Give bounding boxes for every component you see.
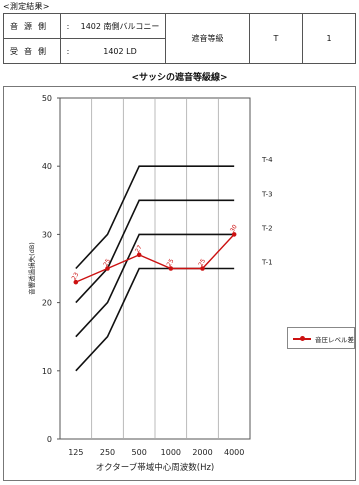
x-tick-label: 2000	[192, 448, 212, 457]
series-point	[231, 232, 237, 237]
x-tick-label: 250	[100, 448, 115, 457]
data-label: 23	[71, 271, 81, 281]
reference-line-label: T-1	[261, 259, 273, 267]
x-tick-label: 125	[68, 448, 83, 457]
y-tick-label: 10	[42, 367, 52, 376]
reference-line-t-1	[75, 267, 235, 372]
y-tick-label: 40	[42, 162, 52, 171]
source-side-label: 音源側	[3, 13, 61, 39]
series-point	[168, 266, 174, 271]
chart-frame: 0 10 20 30 40 50 125 250 500 1000 2000 4000 オクターブ帯域中…	[3, 86, 356, 481]
x-tick-label: 1000	[161, 448, 181, 457]
table-row: 音源側 : 1402 南側バルコニー 遮音等級 T 1	[3, 13, 356, 64]
measurement-result-table: 音源側 : 1402 南側バルコニー 遮音等級 T 1 受音側 : 1402 L…	[3, 13, 356, 64]
chart-plot: 0 10 20 30 40 50 125 250 500 1000 2000 4000 オクターブ帯域中…	[27, 94, 273, 473]
y-tick-label: 20	[42, 299, 52, 308]
series-line	[75, 233, 235, 283]
receiver-side-colon: :	[60, 38, 75, 64]
x-axis-title: オクターブ帯域中心周波数(Hz)	[96, 462, 214, 473]
legend-label: 音圧レベル差	[315, 336, 354, 344]
chart-legend: 音圧レベル差	[287, 327, 355, 349]
receiver-side-label: 受音側	[3, 38, 61, 64]
table-row: 受音側 : 1402 LD	[3, 38, 356, 64]
receiver-side-value: 1402 LD	[75, 38, 166, 64]
source-side-value: 1402 南側バルコニー	[75, 13, 166, 39]
reference-line-t-3	[75, 199, 235, 304]
source-side-colon: :	[60, 13, 75, 39]
reference-line-t-4	[75, 165, 235, 270]
data-label: 25	[197, 258, 207, 268]
reference-line-label: T-4	[261, 156, 273, 164]
legend-marker-swatch	[299, 336, 305, 342]
data-label: 25	[102, 258, 112, 268]
series-point	[136, 252, 142, 258]
data-label: 30	[229, 223, 239, 233]
grade-value: T	[249, 13, 303, 64]
y-tick-label: 30	[42, 230, 52, 239]
grade-number: 1	[302, 13, 356, 64]
x-tick-label: 4000	[224, 448, 244, 457]
data-label: 25	[166, 258, 176, 268]
series-point	[105, 266, 110, 271]
chart-title: <サッシの遮音等級線>	[131, 73, 228, 83]
series-point	[73, 279, 79, 285]
reference-line-label: T-2	[261, 224, 273, 232]
y-tick-label: 0	[47, 435, 52, 444]
y-axis-title: 音響透過損失(dB)	[27, 242, 36, 295]
grade-label: 遮音等級	[165, 13, 250, 64]
series-point	[200, 266, 205, 271]
data-label: 27	[134, 244, 144, 254]
reference-line-label: T-3	[261, 190, 273, 198]
y-tick-label: 50	[42, 94, 52, 103]
reference-line-t-2	[75, 233, 235, 338]
section-heading: <測定結果>	[3, 2, 50, 11]
x-tick-label: 500	[132, 448, 147, 457]
